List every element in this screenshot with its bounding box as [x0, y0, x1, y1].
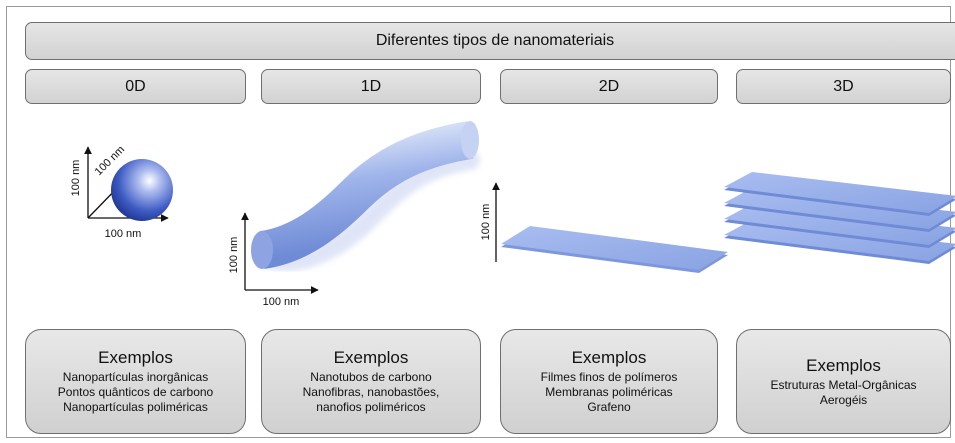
zero-d-illustration: 100 nm 100 nm 100 nm: [70, 144, 173, 240]
one-d-illustration: 100 nm 100 nm: [228, 121, 480, 308]
card-line-2d-1: Filmes finos de polímeros: [540, 370, 678, 384]
three-d-illustration: [724, 172, 955, 264]
nanotube: [258, 121, 474, 269]
card-line-2d-3: Grafeno: [587, 400, 631, 414]
figure-frame: [6, 6, 951, 438]
card-line-0d-2: Pontos quânticos de carbono: [57, 385, 214, 399]
card-heading-3d: Exemplos: [806, 355, 881, 375]
nanoparticle-sphere: [111, 159, 173, 221]
stacked-sheet-2: [724, 188, 955, 232]
stacked-sheet-1: [724, 172, 955, 216]
nanotube-far-cap: [461, 121, 479, 159]
dimension-header-0d: 0D: [25, 69, 246, 104]
stacked-sheet-3: [724, 204, 955, 248]
examples-card-2d: Exemplos Filmes finos de polímeros Membr…: [500, 329, 718, 434]
examples-card-3d: Exemplos Estruturas Metal-Orgânicas Aero…: [736, 329, 951, 434]
dimension-header-1d: 1D: [261, 69, 481, 104]
card-line-3d-1: Estruturas Metal-Orgânicas: [770, 377, 917, 392]
two-d-illustration: 100 nm: [480, 182, 728, 273]
examples-card-1d: Exemplos Nanotubos de carbono Nanofibras…: [261, 329, 481, 434]
title-bar: Diferentes tipos de nanomateriais: [25, 22, 955, 60]
axis-label-1d-horizontal: 100 nm: [263, 296, 300, 308]
nanotube-end-cap: [251, 231, 273, 269]
dimension-header-2d: 2D: [500, 69, 718, 104]
card-line-2d-2: Membranas poliméricas: [545, 385, 673, 399]
stacked-sheet-4: [724, 220, 955, 264]
card-heading-0d: Exemplos: [98, 348, 173, 367]
dimension-label-0d: 0D: [125, 77, 146, 95]
dimension-label-2d: 2D: [598, 77, 620, 95]
examples-card-0d: Exemplos Nanopartículas inorgânicas Pont…: [25, 329, 246, 434]
card-line-1d-1: Nanotubos de carbono: [310, 370, 432, 384]
axis-label-2d-vertical: 100 nm: [480, 204, 492, 241]
card-heading-2d: Exemplos: [571, 348, 647, 367]
thin-film-sheet: [501, 226, 728, 270]
card-line-0d-1: Nanopartículas inorgânicas: [62, 370, 209, 384]
card-line-1d-2: Nanofibras, nanobastões,: [302, 385, 440, 399]
axis-label-0d-horizontal: 100 nm: [105, 228, 142, 240]
nanotube-shadow: [256, 150, 480, 272]
axis-label-0d-vertical: 100 nm: [70, 160, 82, 197]
dimension-header-3d: 3D: [736, 69, 951, 104]
card-line-0d-3: Nanopartículas poliméricas: [63, 400, 208, 414]
dimension-label-3d: 3D: [833, 77, 854, 95]
axis-label-1d-vertical: 100 nm: [228, 237, 240, 274]
dimension-label-1d: 1D: [360, 77, 382, 95]
card-heading-1d: Exemplos: [333, 348, 409, 367]
figure-title: Diferentes tipos de nanomateriais: [375, 32, 615, 49]
card-line-3d-2: Aerogéis: [819, 392, 868, 407]
card-line-1d-3: nanofios poliméricos: [316, 400, 426, 414]
